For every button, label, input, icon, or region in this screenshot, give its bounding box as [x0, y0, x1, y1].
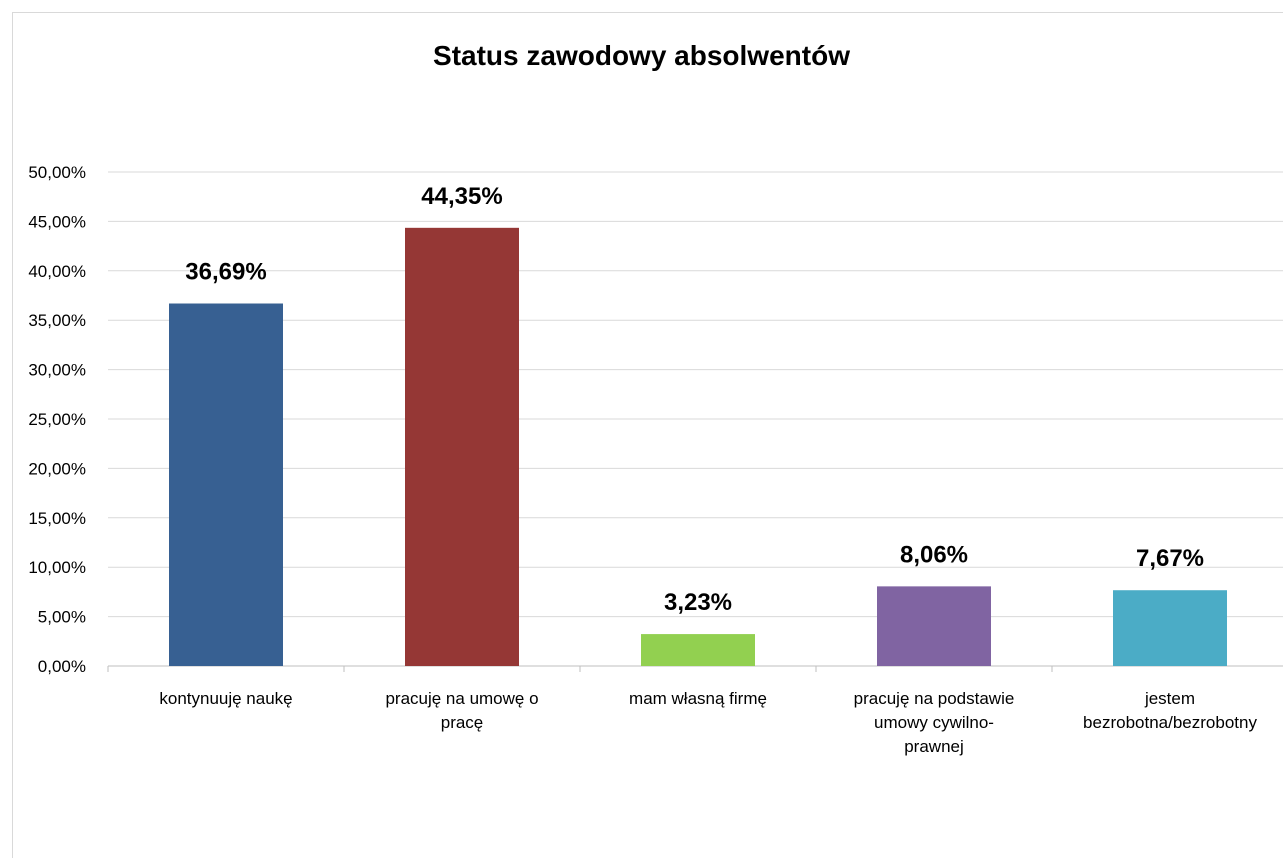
- bar: [169, 303, 283, 666]
- y-tick-label: 15,00%: [28, 509, 86, 528]
- x-tick-label: umowy cywilno-: [874, 713, 994, 732]
- y-tick-label: 40,00%: [28, 262, 86, 281]
- x-tick-label: pracuję na podstawie: [854, 689, 1015, 708]
- bar: [1113, 590, 1227, 666]
- x-tick-label: bezrobotna/bezrobotny: [1083, 713, 1257, 732]
- data-label: 7,67%: [1136, 545, 1204, 572]
- chart-title: Status zawodowy absolwentów: [433, 40, 850, 71]
- bar: [641, 634, 755, 666]
- y-tick-label: 35,00%: [28, 311, 86, 330]
- data-label: 8,06%: [900, 541, 968, 568]
- data-label: 44,35%: [421, 183, 502, 210]
- y-tick-label: 45,00%: [28, 212, 86, 231]
- x-tick-label: kontynuuję naukę: [159, 689, 292, 708]
- y-tick-label: 20,00%: [28, 459, 86, 478]
- data-label: 3,23%: [664, 589, 732, 616]
- bar: [405, 227, 519, 666]
- data-label: 36,69%: [185, 259, 266, 286]
- x-tick-label: pracę: [441, 713, 484, 732]
- bar: [877, 586, 991, 666]
- y-tick-label: 0,00%: [38, 657, 86, 676]
- x-tick-label: mam własną firmę: [629, 689, 767, 708]
- x-tick-label: pracuję na umowę o: [385, 689, 538, 708]
- y-tick-label: 10,00%: [28, 558, 86, 577]
- x-tick-label: prawnej: [904, 737, 964, 756]
- y-tick-label: 50,00%: [28, 163, 86, 182]
- y-tick-label: 5,00%: [38, 608, 86, 627]
- y-tick-label: 30,00%: [28, 361, 86, 380]
- y-tick-label: 25,00%: [28, 410, 86, 429]
- x-tick-label: jestem: [1144, 689, 1195, 708]
